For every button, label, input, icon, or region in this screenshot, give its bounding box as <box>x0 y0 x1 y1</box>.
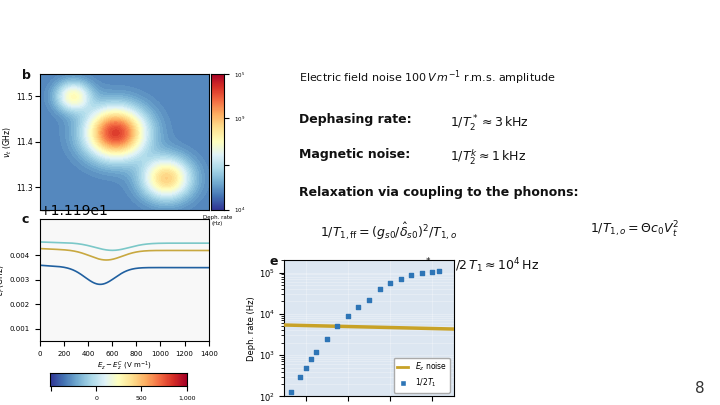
Point <box>321 335 333 342</box>
Point <box>331 323 343 329</box>
Y-axis label: $\varepsilon_r$ (GHz): $\varepsilon_r$ (GHz) <box>0 264 7 296</box>
Point <box>342 312 354 319</box>
Point <box>395 276 407 282</box>
Text: b: b <box>22 68 30 81</box>
Point <box>285 388 297 395</box>
Point <box>433 268 444 274</box>
Text: Magnetic noise:: Magnetic noise: <box>299 148 410 161</box>
Text: c: c <box>22 213 29 226</box>
Point <box>427 269 438 275</box>
Text: $1/T_2^* = 1/2\,T_1 \approx 10^4\,\mathrm{Hz}$: $1/T_2^* = 1/2\,T_1 \approx 10^4\,\mathr… <box>403 257 539 277</box>
Y-axis label: Deph. rate (Hz): Deph. rate (Hz) <box>247 296 256 360</box>
Point <box>310 349 322 355</box>
Point <box>300 364 311 371</box>
Text: Electric field noise $100\,V\,m^{-1}$ r.m.s. amplitude: Electric field noise $100\,V\,m^{-1}$ r.… <box>299 68 556 87</box>
Point <box>405 272 417 279</box>
Point <box>305 356 317 362</box>
Text: Dephasing rate:: Dephasing rate: <box>299 113 411 126</box>
Text: Dephasing/relaxation: Dephasing/relaxation <box>60 16 395 44</box>
Text: Deph. rate
(Hz): Deph. rate (Hz) <box>203 215 232 226</box>
Point <box>416 270 428 277</box>
Y-axis label: $\nu_t$ (GHz): $\nu_t$ (GHz) <box>1 126 14 158</box>
Legend: $E_z$ noise, $1/2T_1$: $E_z$ noise, $1/2T_1$ <box>394 358 450 392</box>
Text: 8: 8 <box>695 382 704 396</box>
Text: $1/T_2^k \approx 1\,\mathrm{kHz}$: $1/T_2^k \approx 1\,\mathrm{kHz}$ <box>450 148 526 167</box>
Point <box>384 280 396 286</box>
Text: Relaxation via coupling to the phonons:: Relaxation via coupling to the phonons: <box>299 186 578 199</box>
Point <box>374 286 385 292</box>
Text: $1/T_{1,o} = \Theta c_0 V_t^2$: $1/T_{1,o} = \Theta c_0 V_t^2$ <box>590 220 680 241</box>
Text: $1/T_2^* \approx 3\,\mathrm{kHz}$: $1/T_2^* \approx 3\,\mathrm{kHz}$ <box>450 113 528 134</box>
Text: e: e <box>270 255 279 268</box>
Point <box>364 296 375 303</box>
Point <box>353 303 364 310</box>
Point <box>294 373 306 380</box>
Text: $1/T_{1,\mathrm{ff}} = (g_{s0}/\hat{\delta}_{s0})^2/T_{1,o}$: $1/T_{1,\mathrm{ff}} = (g_{s0}/\hat{\del… <box>320 220 458 242</box>
X-axis label: $E_z - E_z^C$ (V m$^{-1}$): $E_z - E_z^C$ (V m$^{-1}$) <box>96 360 152 373</box>
